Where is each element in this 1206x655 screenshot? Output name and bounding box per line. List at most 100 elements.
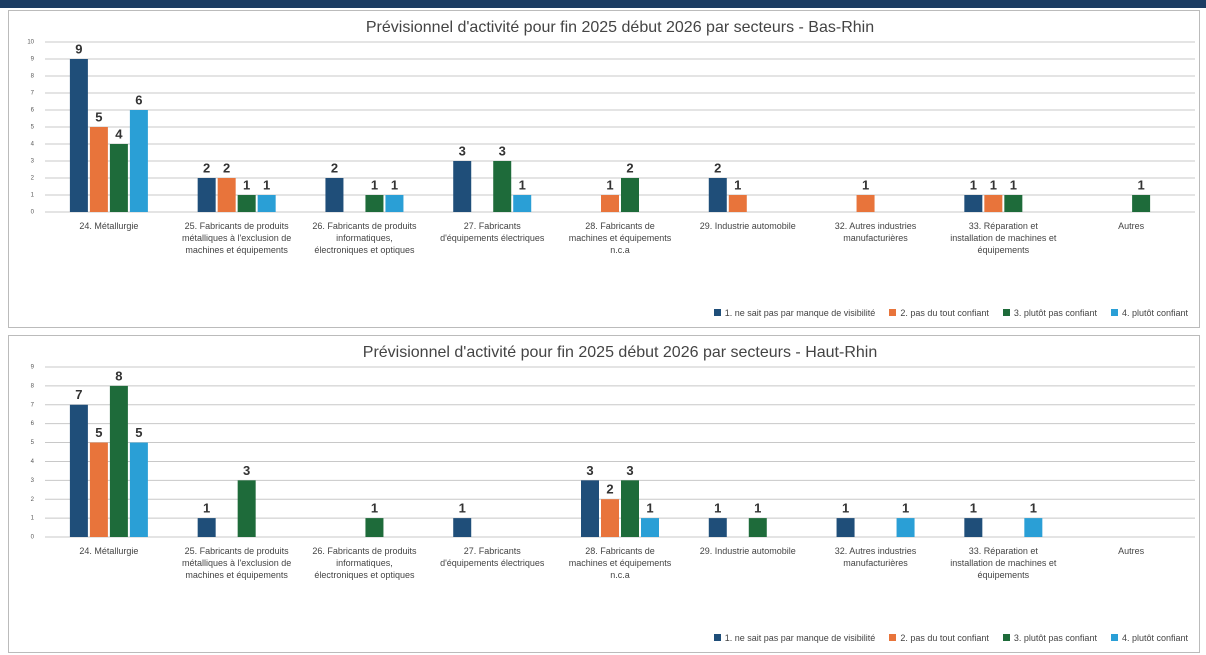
legend-item: 2. pas du tout confiant [889, 633, 989, 643]
y-tick-label: 7 [31, 402, 35, 408]
bar [601, 195, 619, 212]
legend-swatch [713, 309, 721, 316]
y-tick-label: 6 [31, 421, 35, 427]
bar [621, 178, 639, 212]
x-tick-label: 25. Fabricants de produits métalliques à… [182, 221, 292, 255]
x-tick-label: 33. Réparation et installation de machin… [950, 546, 1057, 580]
x-tick-label: 33. Réparation et installation de machin… [950, 221, 1057, 255]
panel [8, 10, 1200, 328]
y-tick-label: 8 [31, 383, 35, 389]
legend-item: 3. plutôt pas confiant [1002, 308, 1097, 318]
y-tick-label: 10 [27, 40, 34, 46]
bar [964, 518, 983, 537]
data-label: 2 [203, 160, 210, 175]
data-label: 2 [714, 160, 721, 175]
data-label: 3 [586, 463, 593, 478]
data-label: 1 [842, 501, 849, 516]
panel [8, 335, 1200, 653]
x-tick-label: Autres [1118, 221, 1145, 231]
y-tick-label: 3 [31, 478, 35, 484]
bar [964, 195, 983, 212]
bar [1004, 195, 1023, 212]
bar [257, 195, 276, 212]
x-tick-label: 28. Fabricants de machines et équipement… [568, 221, 672, 255]
data-label: 1 [606, 177, 613, 192]
top-bar [0, 0, 1206, 8]
data-label: 1 [519, 177, 526, 192]
data-label: 1 [734, 177, 741, 192]
bar [453, 518, 472, 537]
data-label: 1 [263, 177, 270, 192]
legend-swatch [1110, 309, 1118, 316]
data-label: 2 [223, 160, 230, 175]
data-label: 5 [95, 109, 102, 124]
legend-item: 1. ne sait pas par manque de visibilité [713, 308, 876, 318]
bar [109, 385, 128, 537]
legend-label: 4. plutôt confiant [1121, 633, 1188, 643]
bar [197, 518, 216, 537]
bar [728, 195, 747, 212]
legend-label: 3. plutôt pas confiant [1013, 308, 1097, 318]
data-label: 1 [990, 177, 997, 192]
y-tick-label: 8 [31, 74, 35, 80]
data-label: 1 [714, 501, 721, 516]
legend-label: 1. ne sait pas par manque de visibilité [724, 308, 876, 318]
bar [453, 161, 472, 212]
data-label: 1 [1010, 177, 1017, 192]
y-tick-label: 5 [31, 440, 35, 446]
bar [493, 161, 512, 212]
data-label: 6 [135, 92, 142, 107]
bar [69, 59, 88, 212]
bar [217, 178, 236, 212]
data-label: 5 [135, 425, 142, 440]
x-tick-label: Autres [1118, 546, 1145, 556]
legend-label: 4. plutôt confiant [1121, 308, 1188, 318]
bar [641, 518, 659, 537]
legend-item: 4. plutôt confiant [1110, 633, 1188, 643]
legend-swatch [1110, 634, 1118, 641]
data-label: 1 [1030, 501, 1037, 516]
data-label: 1 [1137, 177, 1144, 192]
y-tick-label: 7 [31, 91, 35, 97]
data-label: 3 [626, 463, 633, 478]
bar [385, 195, 404, 212]
data-label: 1 [371, 501, 378, 516]
bar [237, 195, 256, 212]
bar [1132, 195, 1151, 212]
bar [708, 178, 727, 212]
bar [513, 195, 532, 212]
y-tick-label: 4 [31, 459, 35, 465]
data-label: 3 [499, 143, 506, 158]
data-label: 1 [203, 501, 210, 516]
x-tick-label: 26. Fabricants de produits informatiques… [312, 546, 417, 580]
chart-title: Prévisionnel d'activité pour fin 2025 dé… [366, 19, 874, 36]
legend-swatch [889, 309, 897, 316]
bar [896, 518, 915, 537]
legend-item: 3. plutôt pas confiant [1002, 633, 1097, 643]
data-label: 1 [371, 177, 378, 192]
y-tick-label: 0 [31, 210, 35, 216]
bar [109, 144, 128, 212]
data-label: 1 [862, 177, 869, 192]
bar [89, 442, 108, 537]
legend-swatch [713, 634, 721, 641]
y-tick-label: 4 [31, 142, 35, 148]
data-label: 9 [75, 41, 82, 56]
x-tick-label: 27. Fabricants d'équipements électriques [440, 546, 545, 568]
data-label: 1 [459, 501, 466, 516]
bar [129, 110, 148, 212]
x-tick-label: 28. Fabricants de machines et équipement… [568, 546, 672, 580]
y-tick-label: 1 [31, 516, 35, 522]
data-label: 3 [459, 143, 466, 158]
bar [621, 480, 639, 537]
legend-item: 1. ne sait pas par manque de visibilité [713, 633, 875, 643]
data-label: 1 [391, 177, 398, 192]
data-label: 3 [243, 463, 250, 478]
bar [984, 195, 1003, 212]
bar [708, 518, 727, 537]
data-label: 7 [75, 387, 82, 402]
y-tick-label: 1 [31, 193, 35, 199]
legend-label: 3. plutôt pas confiant [1013, 633, 1097, 643]
